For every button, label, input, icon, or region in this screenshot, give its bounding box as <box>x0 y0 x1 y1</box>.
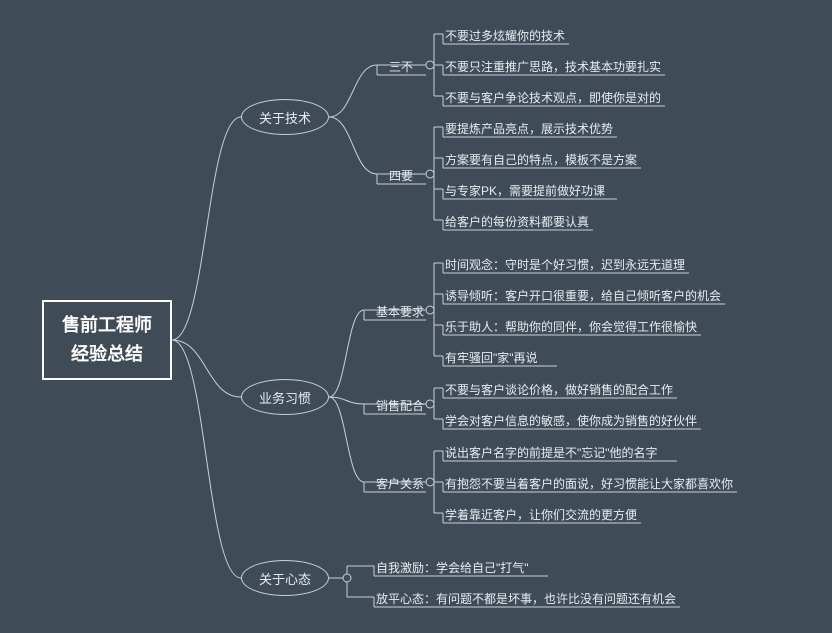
leaf-text: 与专家PK，需要提前做好功课 <box>445 182 605 199</box>
root-node: 售前工程师 经验总结 <box>42 300 172 380</box>
root-title-line2: 经验总结 <box>71 340 143 369</box>
sub-label: 销售配合 <box>376 397 424 414</box>
leaf-text: 不要过多炫耀你的技术 <box>445 27 565 44</box>
leaf-text: 有牢骚回"家"再说 <box>445 349 538 366</box>
sub-label: 基本要求 <box>376 303 424 320</box>
root-title-line1: 售前工程师 <box>62 311 152 340</box>
leaf-text: 方案要有自己的特点，模板不是方案 <box>445 151 637 168</box>
sub-label: 客户关系 <box>376 475 424 492</box>
leaf-text: 学着靠近客户，让你们交流的更方便 <box>445 506 637 523</box>
leaf-text: 要提炼产品亮点，展示技术优势 <box>445 120 613 137</box>
leaf-text: 乐于助人：帮助你的同伴，你会觉得工作很愉快 <box>445 318 697 335</box>
leaf-text: 不要只注重推广思路，技术基本功要扎实 <box>445 58 661 75</box>
leaf-text: 不要与客户谈论价格，做好销售的配合工作 <box>445 381 673 398</box>
leaf-text: 自我激励：学会给自己"打气" <box>376 559 529 576</box>
leaf-text: 时间观念：守时是个好习惯，迟到永远无道理 <box>445 256 685 273</box>
leaf-text: 放平心态：有问题不都是坏事，也许比没有问题还有机会 <box>376 590 676 607</box>
branch-node: 关于心态 <box>241 560 329 596</box>
sub-label: 四要 <box>389 167 413 184</box>
sub-label: 三不 <box>389 58 413 75</box>
leaf-text: 说出客户名字的前提是不"忘记"他的名字 <box>445 444 658 461</box>
leaf-text: 诱导倾听：客户开口很重要，给自己倾听客户的机会 <box>445 287 721 304</box>
branch-node: 关于技术 <box>241 99 329 135</box>
leaf-text: 有抱怨不要当着客户的面说，好习惯能让大家都喜欢你 <box>445 475 733 492</box>
branch-node: 业务习惯 <box>241 379 329 415</box>
leaf-text: 给客户的每份资料都要认真 <box>445 213 589 230</box>
leaf-text: 学会对客户信息的敏感，使你成为销售的好伙伴 <box>445 412 697 429</box>
leaf-text: 不要与客户争论技术观点，即使你是对的 <box>445 89 661 106</box>
